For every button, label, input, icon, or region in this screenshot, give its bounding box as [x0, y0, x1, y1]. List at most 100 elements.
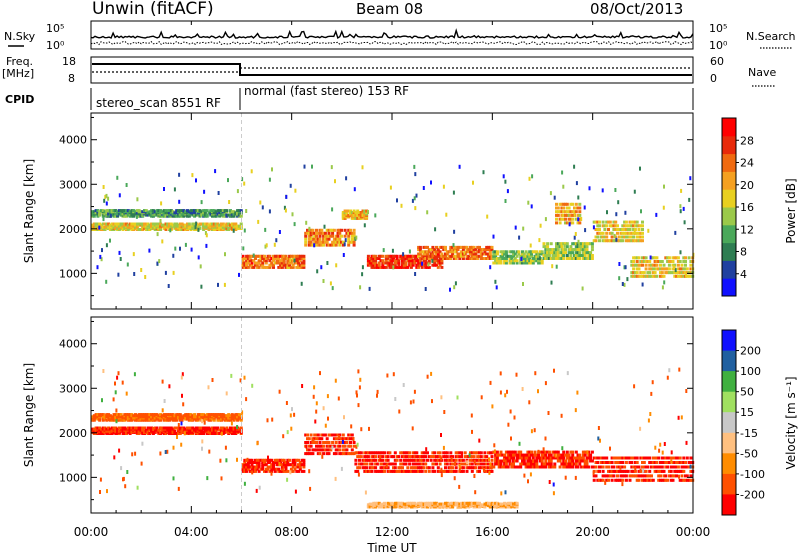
heatmap-cell [499, 465, 503, 469]
heatmap-cell [343, 209, 347, 213]
heatmap-cell [216, 222, 220, 226]
heatmap-cell [146, 211, 150, 215]
heatmap-cell [659, 271, 662, 275]
heatmap-cell [501, 459, 505, 463]
heatmap-cell [581, 459, 585, 463]
heatmap-cell [646, 260, 650, 263]
heatmap-cell [338, 448, 342, 452]
heatmap-cell [275, 461, 279, 464]
heatmap-cell [151, 413, 155, 417]
heatmap-cell [556, 251, 560, 255]
heatmap-cell [531, 257, 535, 260]
heatmap-cell [571, 456, 575, 460]
heatmap-cell [271, 167, 273, 172]
heatmap-cell [624, 469, 628, 473]
heatmap-cell [616, 469, 619, 473]
heatmap-cell [323, 448, 327, 452]
heatmap-cell [551, 450, 555, 454]
heatmap-cell [123, 426, 127, 430]
heatmap-cell [497, 465, 501, 469]
heatmap-cell [555, 217, 558, 221]
heatmap-cell [214, 432, 218, 435]
heatmap-cell [469, 257, 472, 260]
heatmap-cell [599, 231, 603, 235]
heatmap-cell [564, 248, 567, 252]
heatmap-cell [470, 458, 474, 462]
heatmap-cell [270, 467, 274, 471]
heatmap-cell [246, 259, 250, 263]
heatmap-cell [119, 257, 122, 261]
heatmap-cell [607, 239, 610, 243]
heatmap-cell [598, 224, 601, 228]
heatmap-cell [418, 259, 422, 263]
heatmap-cell [596, 456, 600, 460]
heatmap-cell [431, 254, 435, 258]
heatmap-cell [381, 466, 385, 470]
heatmap-cell [211, 222, 214, 226]
heatmap-cell [383, 466, 386, 470]
heatmap-cell [553, 248, 557, 252]
heatmap-cell [651, 380, 654, 385]
cpid-panel: CPID stereo_scan 8551 RF normal (fast st… [5, 84, 694, 110]
heatmap-cell [655, 469, 659, 473]
heatmap-cell [245, 259, 249, 263]
heatmap-cell [261, 257, 265, 260]
heatmap-cell [412, 399, 415, 404]
heatmap-cell [488, 466, 492, 470]
heatmap-cell [537, 257, 541, 260]
heatmap-cell [633, 256, 637, 260]
heatmap-cell [671, 263, 675, 267]
heatmap-cell [393, 254, 397, 258]
heatmap-cell [268, 254, 272, 258]
heatmap-cell [564, 221, 567, 225]
heatmap-cell [150, 224, 154, 228]
heatmap-cell [125, 427, 128, 431]
heatmap-cell [515, 501, 519, 505]
heatmap-cell [325, 448, 329, 452]
heatmap-cell [325, 441, 329, 444]
heatmap-cell [478, 254, 481, 258]
power-colorbar-label: Power [dB] [784, 178, 798, 243]
heatmap-cell [150, 222, 154, 226]
heatmap-cell [618, 276, 621, 281]
heatmap-cell [404, 469, 408, 473]
heatmap-cell [641, 228, 644, 231]
heatmap-cell [309, 228, 313, 232]
heatmap-cell [578, 453, 582, 457]
heatmap-cell [350, 213, 354, 217]
heatmap-cell [336, 231, 340, 235]
heatmap-cell [123, 413, 127, 417]
heatmap-cell [284, 465, 288, 469]
heatmap-cell [411, 261, 415, 265]
heatmap-cell [203, 420, 206, 425]
heatmap-cell [637, 274, 641, 278]
heatmap-cell [265, 243, 268, 248]
heatmap-cell [449, 455, 453, 459]
heatmap-cell [555, 257, 558, 260]
heatmap-cell [555, 248, 558, 252]
heatmap-cell [413, 164, 416, 169]
heatmap-cell [573, 164, 576, 169]
heatmap-cell [309, 441, 313, 444]
heatmap-cell [159, 211, 163, 215]
heatmap-cell [651, 267, 655, 271]
heatmap-cell [368, 286, 371, 291]
heatmap-cell [615, 212, 618, 217]
heatmap-cell [456, 252, 460, 256]
heatmap-cell [402, 252, 405, 257]
heatmap-cell [440, 261, 444, 265]
heatmap-cell [512, 254, 515, 258]
heatmap-cell [510, 250, 514, 254]
heatmap-cell [472, 257, 476, 260]
heatmap-cell [574, 459, 578, 463]
heatmap-cell [223, 282, 226, 287]
heatmap-cell [132, 209, 136, 213]
heatmap-cell [626, 277, 629, 282]
heatmap-cell [418, 458, 422, 462]
heatmap-cell [435, 455, 438, 459]
heatmap-cell [533, 459, 537, 463]
heatmap-cell [596, 478, 600, 482]
heatmap-cell [207, 211, 211, 215]
heatmap-cell [610, 469, 614, 473]
